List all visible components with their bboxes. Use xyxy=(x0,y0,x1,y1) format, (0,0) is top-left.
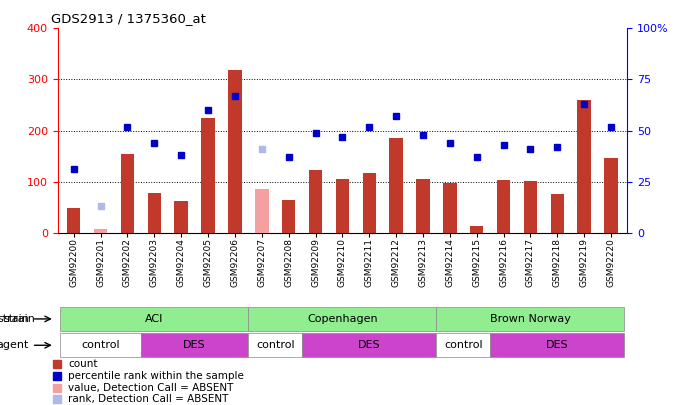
Text: control: control xyxy=(256,340,294,350)
Bar xyxy=(174,201,188,233)
Bar xyxy=(302,333,437,357)
Bar xyxy=(282,200,296,233)
Text: Copenhagen: Copenhagen xyxy=(307,314,378,324)
Bar xyxy=(141,333,248,357)
Bar xyxy=(470,226,483,233)
Text: ACI: ACI xyxy=(145,314,163,324)
Text: strain: strain xyxy=(3,314,35,324)
Text: DES: DES xyxy=(358,340,380,350)
Bar xyxy=(60,333,141,357)
Bar xyxy=(551,194,564,233)
Text: agent: agent xyxy=(0,340,28,350)
Bar xyxy=(497,180,511,233)
Text: control: control xyxy=(81,340,120,350)
Bar xyxy=(121,153,134,233)
Bar xyxy=(336,179,349,233)
Bar xyxy=(248,333,302,357)
Bar xyxy=(604,158,618,233)
Bar xyxy=(148,193,161,233)
Text: control: control xyxy=(444,340,483,350)
Bar xyxy=(437,307,624,331)
Bar xyxy=(248,307,437,331)
Bar xyxy=(67,208,81,233)
Bar xyxy=(308,171,322,233)
Bar xyxy=(363,173,376,233)
Text: DES: DES xyxy=(546,340,569,350)
Bar xyxy=(255,190,268,233)
Bar xyxy=(578,100,591,233)
Bar xyxy=(60,307,248,331)
Bar xyxy=(201,118,215,233)
Text: DES: DES xyxy=(183,340,206,350)
Bar xyxy=(523,181,537,233)
Text: strain: strain xyxy=(0,314,28,324)
Bar xyxy=(228,70,241,233)
Bar xyxy=(443,183,456,233)
Bar xyxy=(94,229,107,233)
Text: value, Detection Call = ABSENT: value, Detection Call = ABSENT xyxy=(68,383,234,392)
Text: Brown Norway: Brown Norway xyxy=(490,314,571,324)
Bar xyxy=(389,138,403,233)
Text: rank, Detection Call = ABSENT: rank, Detection Call = ABSENT xyxy=(68,394,229,404)
Bar xyxy=(490,333,624,357)
Text: count: count xyxy=(68,359,98,369)
Text: percentile rank within the sample: percentile rank within the sample xyxy=(68,371,244,381)
Bar xyxy=(416,179,430,233)
Bar xyxy=(437,333,490,357)
Text: GDS2913 / 1375360_at: GDS2913 / 1375360_at xyxy=(51,12,205,25)
